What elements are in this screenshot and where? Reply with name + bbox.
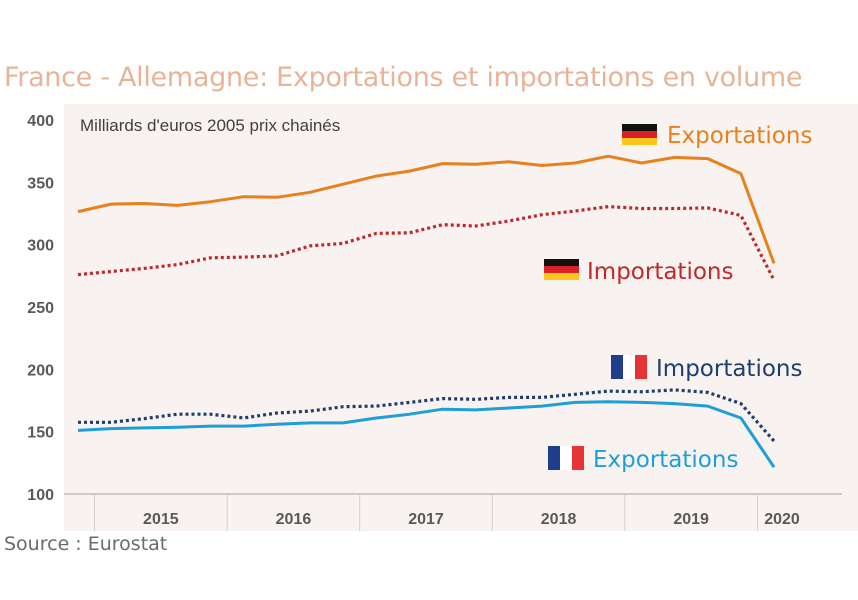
x-tick-label: 2017 [408,511,444,528]
x-tick-label: 2020 [764,511,800,528]
y-tick-label: 100 [27,487,54,504]
x-tick-label: 2015 [143,511,179,528]
y-tick-label: 250 [27,300,54,317]
x-tick-label: 2019 [673,511,709,528]
y-tick-label: 150 [27,425,54,442]
legend-france-exportations: Exportations [548,446,738,473]
legend-label: Importations [587,259,733,285]
chart-title: France - Allemagne: Exportations et impo… [4,62,803,93]
legend-france-importations: Importations [611,355,802,382]
y-axis: 400 350 300 250 200 150 100 [27,113,54,504]
x-tick-label: 2016 [276,511,312,528]
plot-background [64,104,858,531]
x-tick-label: 2018 [541,511,577,528]
y-tick-label: 200 [27,362,54,379]
series-line-france-importations [78,388,776,443]
legend-label: Importations [656,356,802,382]
flag-germany-icon [622,124,657,145]
series-line-allemagne-importations [77,205,776,281]
flag-france-icon [611,355,647,379]
series-line-allemagne-exportations [77,154,776,264]
legend-allemagne-exportations: Exportations [622,123,812,149]
series-line-france-exportations [77,400,776,469]
legend-allemagne-importations: Importations [544,259,733,285]
y-axis-unit-label: Milliards d'euros 2005 prix chainés [80,116,340,135]
flag-germany-icon [544,259,579,280]
legend-label: Exportations [593,447,738,473]
source-note: Source : Eurostat [4,533,168,555]
legend-label: Exportations [667,123,812,149]
x-axis: 2015 2016 2017 2018 2019 2020 [64,493,842,531]
y-tick-label: 350 [27,175,54,192]
y-tick-label: 400 [27,113,54,130]
series-layer [77,154,776,469]
flag-france-icon [548,446,584,470]
y-tick-label: 300 [27,238,54,255]
